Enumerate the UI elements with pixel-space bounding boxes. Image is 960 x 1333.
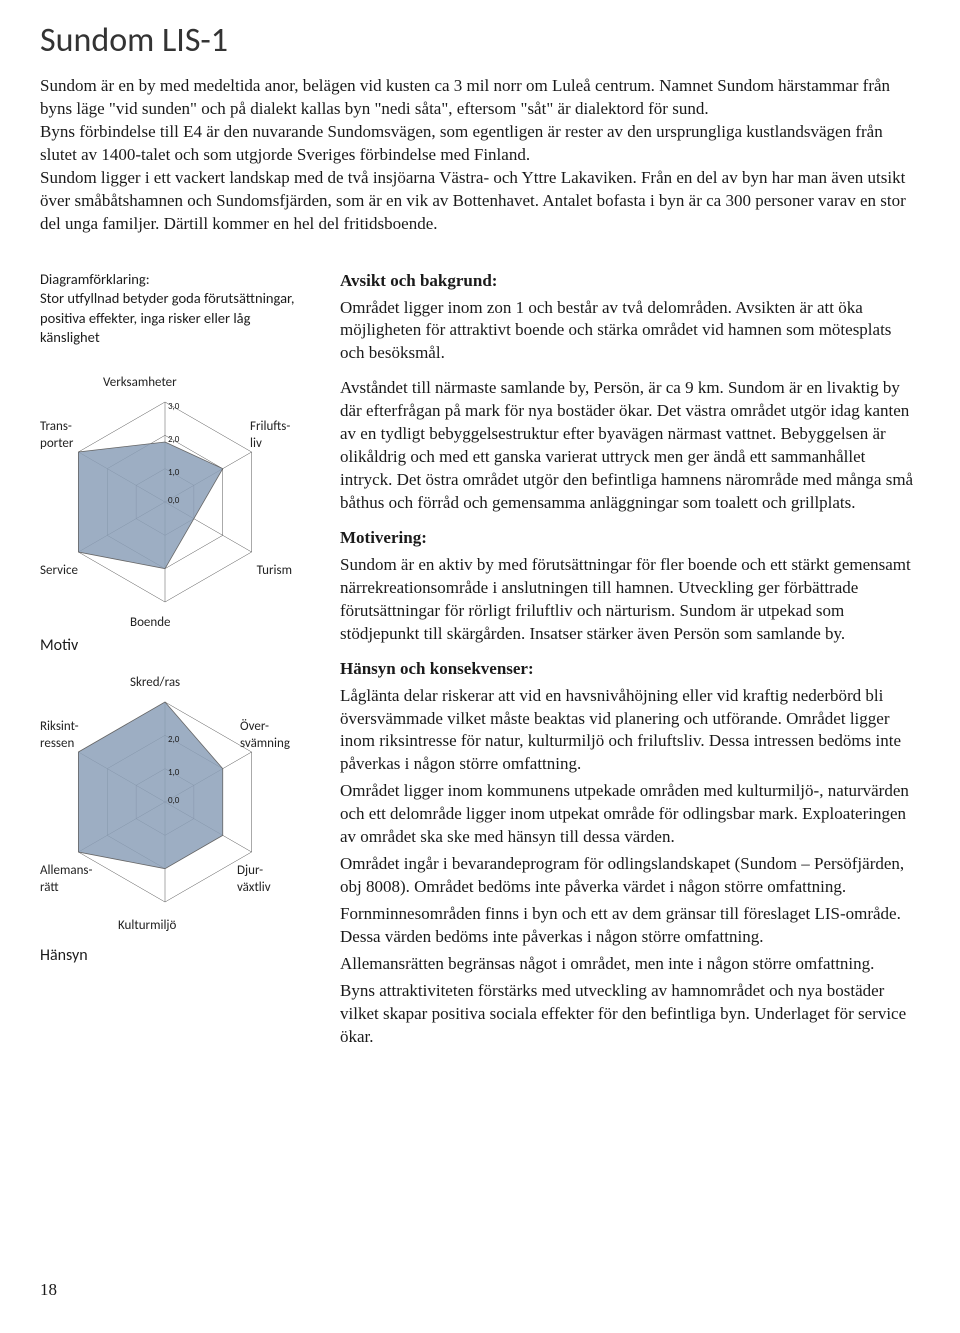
page: Sundom LIS-1 Sundom är en by med medelti… <box>40 20 920 1061</box>
left-column: Diagramförklaring: Stor utfyllnad betyde… <box>40 270 310 1061</box>
page-title: Sundom LIS-1 <box>40 20 920 61</box>
chart-title-hansyn: Hänsyn <box>40 945 88 967</box>
axis-label: Boende <box>130 614 171 632</box>
section-head: Motivering: <box>340 528 427 547</box>
body-text: Området ligger inom kommunens utpekade o… <box>340 780 920 849</box>
tick-label: 3,0 <box>168 401 179 413</box>
intro-text: Sundom är en by med medeltida anor, belä… <box>40 75 920 236</box>
axis-label: Frilufts-liv <box>250 418 305 453</box>
body-text: Allemansrätten begränsas något i området… <box>340 953 920 976</box>
body-text: Fornminnesområden finns i byn och ett av… <box>340 903 920 949</box>
tick-label: 1,0 <box>168 467 179 479</box>
columns: Diagramförklaring: Stor utfyllnad betyde… <box>40 270 920 1061</box>
body-text: Byns attraktiviteten förstärks med utvec… <box>340 980 920 1049</box>
axis-label: Djur-växtliv <box>237 862 292 897</box>
right-column: Avsikt och bakgrund: Området ligger inom… <box>340 270 920 1061</box>
axis-label: Turism <box>257 562 292 580</box>
section-avsikt: Avsikt och bakgrund: Området ligger inom… <box>340 270 920 366</box>
axis-label: Verksamheter <box>103 374 177 392</box>
tick-label: 1,0 <box>168 767 179 779</box>
tick-label: 2,0 <box>168 734 179 746</box>
tick-label: 0,0 <box>168 795 179 807</box>
body-text: Området ingår i bevarandeprogram för odl… <box>340 853 920 899</box>
axis-label: Service <box>40 562 78 580</box>
axis-label: Riksint-ressen <box>40 718 95 753</box>
axis-label: Kulturmiljö <box>118 917 176 935</box>
axis-label: Allemans-rätt <box>40 862 105 897</box>
page-number: 18 <box>40 1280 57 1300</box>
body-text: Sundom är en aktiv by med förutsättninga… <box>340 554 920 646</box>
section-head: Avsikt och bakgrund: <box>340 271 497 290</box>
tick-label: 0,0 <box>168 495 179 507</box>
axis-label: Över-svämning <box>240 718 310 753</box>
section-head: Hänsyn och konsekvenser: <box>340 659 534 678</box>
body-text: Avståndet till närmaste samlande by, Per… <box>340 377 920 515</box>
tick-label: 2,0 <box>168 434 179 446</box>
section-avsikt-2: Avståndet till närmaste samlande by, Per… <box>340 377 920 515</box>
body-text: Området ligger inom zon 1 och består av … <box>340 297 920 366</box>
radar-chart-motiv: Motiv Verksamheter Frilufts-liv Turism B… <box>40 372 310 662</box>
chart-title-motiv: Motiv <box>40 635 78 657</box>
axis-label: Skred/ras <box>130 674 180 692</box>
body-text: Låglänta delar riskerar att vid en havsn… <box>340 685 920 777</box>
radar-chart-hansyn: Hänsyn Skred/ras Över-svämning Djur-växt… <box>40 672 310 962</box>
diagram-caption: Diagramförklaring: Stor utfyllnad betyde… <box>40 270 310 348</box>
section-hansyn: Hänsyn och konsekvenser: Låglänta delar … <box>340 658 920 1049</box>
axis-label: Trans-porter <box>40 418 90 453</box>
section-motivering: Motivering: Sundom är en aktiv by med fö… <box>340 527 920 646</box>
